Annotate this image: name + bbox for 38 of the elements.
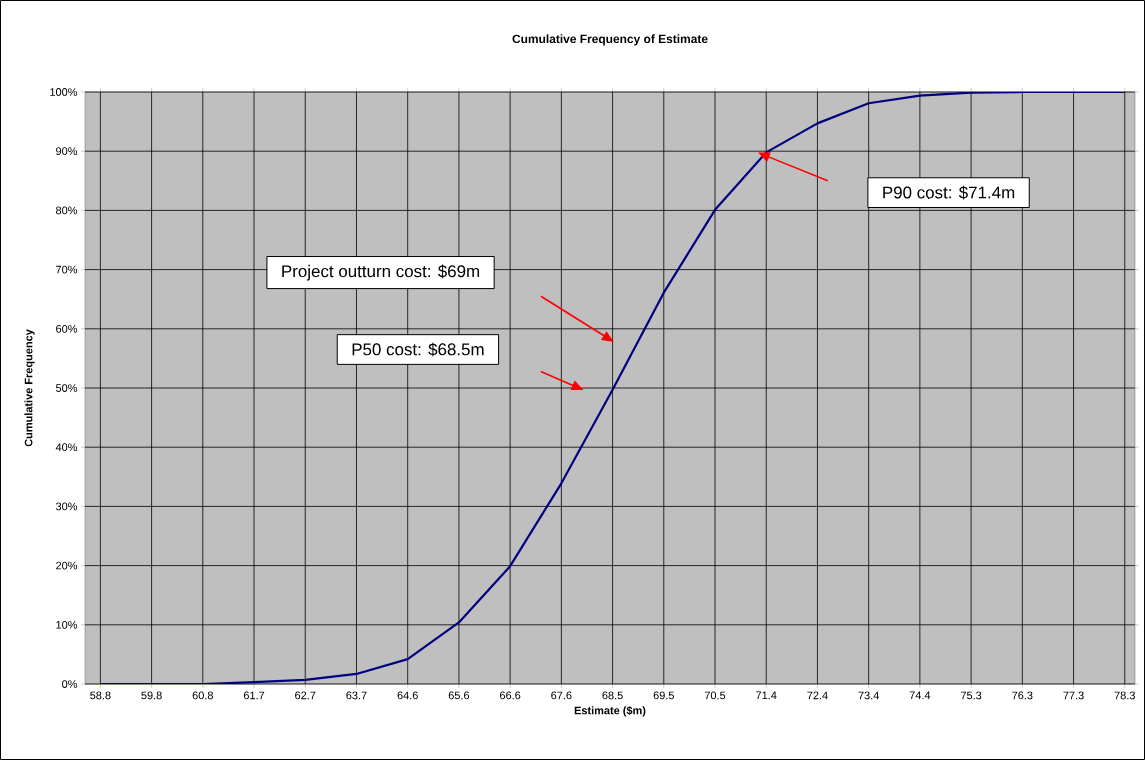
- x-tick-label: 69.5: [653, 691, 674, 700]
- x-tick-label: 63.7: [346, 691, 367, 700]
- x-tick-label: 64.6: [397, 691, 418, 700]
- y-tick-label: 100%: [50, 88, 78, 96]
- annotation: P50 cost: $68.5m: [352, 342, 484, 357]
- x-tick-label: 78.3: [1114, 691, 1135, 700]
- x-tick-label: 61.7: [243, 691, 265, 700]
- annotation: Project outturn cost: $69m: [282, 264, 480, 281]
- x-tick-label: 74.4: [909, 691, 931, 700]
- x-tick-label: 70.5: [704, 691, 726, 700]
- x-tick-label: 72.4: [807, 691, 828, 700]
- y-tick-label: 70%: [56, 265, 78, 274]
- x-tick-label: 71.4: [756, 691, 777, 700]
- y-tick-label: 40%: [55, 443, 78, 452]
- y-axis-title: Cumulative Frequency: [24, 329, 35, 447]
- x-tick-label: 58.8: [90, 691, 111, 700]
- x-tick-label: 62.7: [295, 691, 316, 700]
- x-tick-label: 77.3: [1063, 691, 1084, 700]
- y-tick-label: 80%: [56, 206, 78, 215]
- x-tick-label: 68.5: [602, 691, 623, 700]
- x-tick-label: 60.8: [192, 691, 213, 700]
- y-tick-label: 20%: [56, 561, 78, 570]
- x-tick-label: 75.3: [961, 691, 982, 700]
- y-tick-label: 30%: [55, 502, 78, 511]
- y-tick-label: 0%: [62, 680, 78, 688]
- y-tick-label: 50%: [55, 384, 78, 392]
- x-tick-label: 59.8: [141, 691, 162, 700]
- y-tick-label: 90%: [56, 147, 78, 156]
- y-tick-label: 10%: [56, 620, 78, 629]
- x-tick-label: 65.6: [448, 691, 470, 700]
- y-tick-label: 60%: [56, 324, 78, 333]
- x-tick-label: 66.6: [500, 691, 521, 700]
- x-tick-label: 67.6: [551, 691, 572, 700]
- x-tick-label: 76.3: [1012, 691, 1033, 700]
- annotation: P90 cost: $71.4m: [883, 185, 1015, 200]
- x-tick-label: 73.4: [858, 691, 879, 700]
- x-axis-title: Estimate ($m): [574, 706, 646, 717]
- chart-title: Cumulative Frequency of Estimate: [512, 34, 708, 46]
